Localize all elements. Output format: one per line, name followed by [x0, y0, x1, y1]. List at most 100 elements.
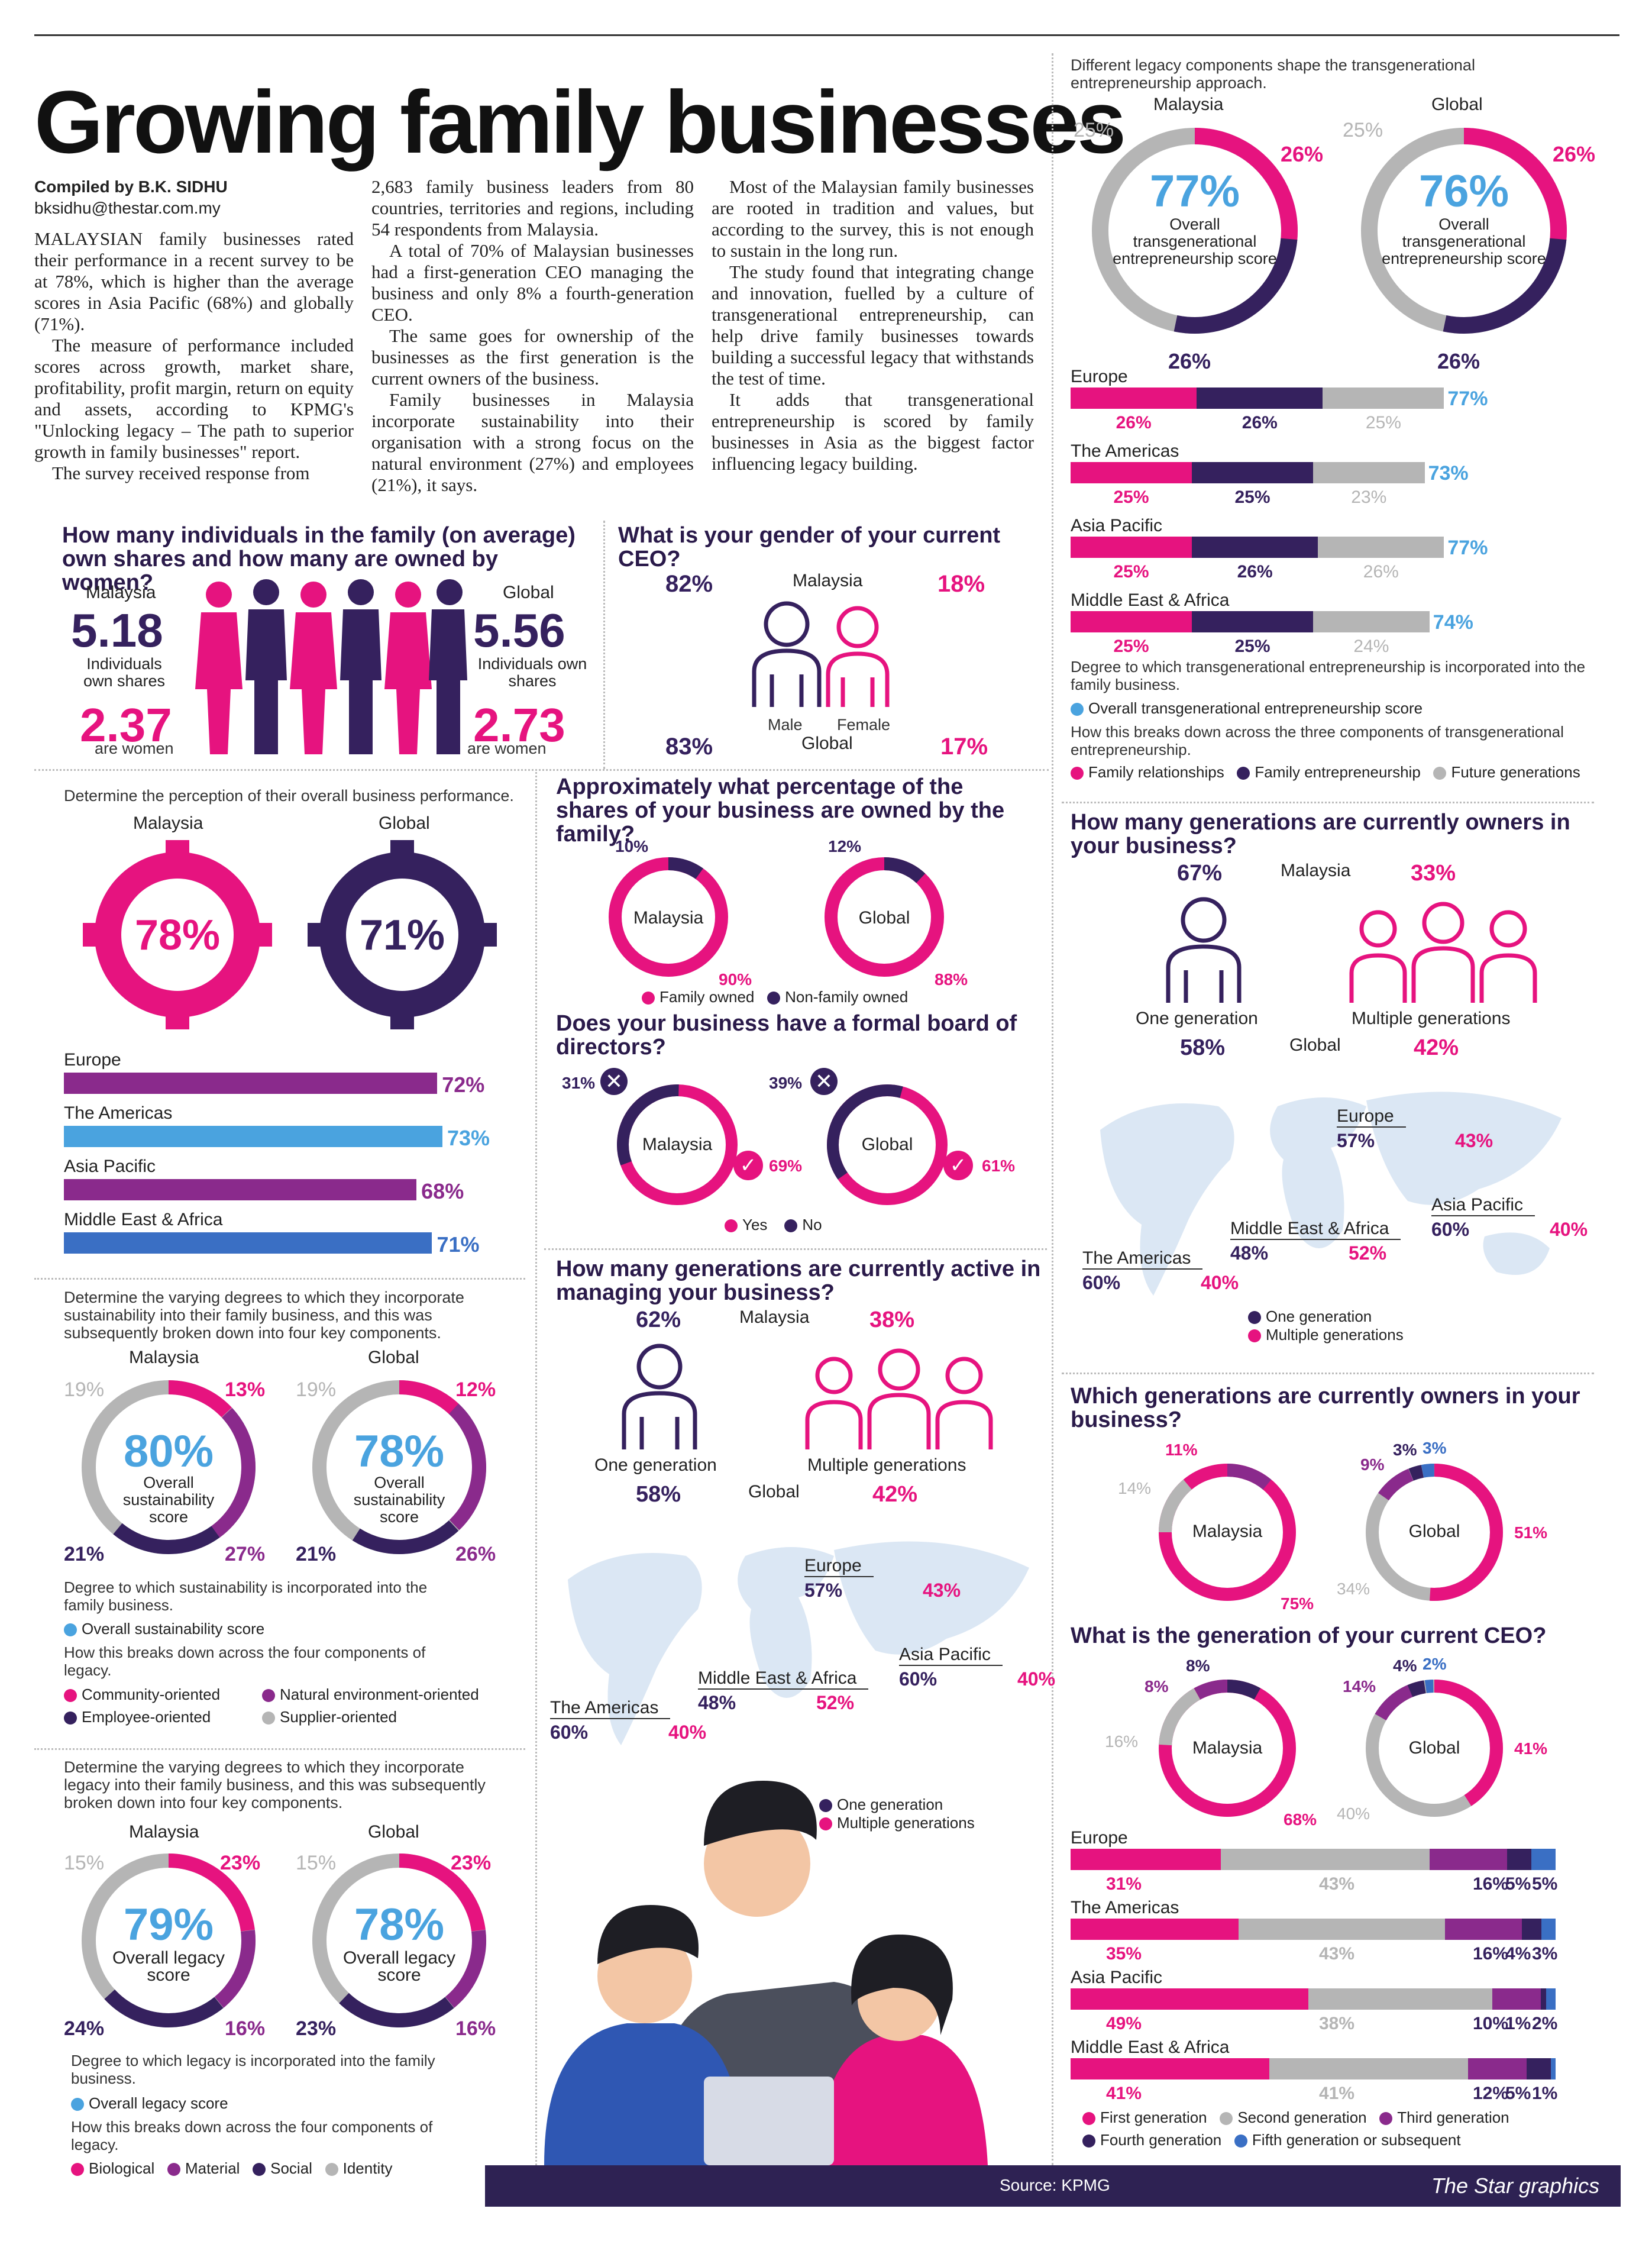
region-name: Asia Pacific	[1071, 1968, 1163, 1987]
pink-dot-icon	[1071, 767, 1084, 780]
navy-dot-icon	[1248, 1311, 1261, 1325]
legacy-my-score: 79%	[123, 1900, 214, 1950]
segment-value: 4%	[1505, 1944, 1531, 1964]
pink-dot-icon	[1082, 2112, 1095, 2126]
transgen-my-donut	[1092, 128, 1298, 334]
region-name: Asia Pacific	[64, 1157, 156, 1176]
map-region-one: 57%	[804, 1580, 843, 1601]
bar-segment	[1445, 1919, 1522, 1940]
legacy-gl-donut	[312, 1853, 486, 2027]
board-gl-no: 39%	[769, 1074, 803, 1092]
legend-label: Second generation	[1237, 2108, 1367, 2126]
para: It adds that transgenerational entrepren…	[712, 389, 1034, 474]
ceo-gen-my-d: 68%	[1284, 1810, 1317, 1829]
segment-value: 5%	[1532, 1874, 1558, 1894]
transgen-my-score: 77%	[1149, 166, 1240, 217]
transgen-my-label: Malaysia	[1153, 95, 1224, 114]
legacy-gl-br: 16%	[455, 2017, 496, 2040]
transgen-intro: Different legacy components shape the tr…	[1071, 56, 1475, 92]
transgen-gl-tr: 26%	[1553, 142, 1596, 166]
blue-dot-icon	[1234, 2135, 1247, 2148]
stacked-bar	[1071, 537, 1444, 558]
legacy-my-bl: 24%	[64, 2017, 105, 2040]
active-my-multi: 38%	[869, 1307, 915, 1332]
sustain-intro: Determine the varying degrees to which t…	[64, 1289, 464, 1342]
check-icon: ✓	[943, 1151, 973, 1180]
divider	[1052, 53, 1053, 2165]
segment-value: 26%	[1237, 562, 1273, 582]
bar-segment-c	[1313, 462, 1425, 483]
legacy-note2: How this breaks down across the four com…	[71, 2118, 433, 2153]
legend-label: Biological	[89, 2159, 155, 2177]
ceo-gen-my-b: 8%	[1145, 1677, 1169, 1696]
navy-dot-icon	[819, 1799, 832, 1813]
region-total: 77%	[1447, 537, 1488, 559]
stacked-bar	[1071, 388, 1444, 409]
family-shares-gl-label: Global	[858, 908, 910, 928]
legend-label: Family relationships	[1088, 763, 1224, 781]
family-shares-my-fam: 90%	[719, 970, 752, 989]
legacy-gl-tr: 23%	[451, 1852, 492, 1874]
which-gen-my-label: Malaysia	[1192, 1522, 1263, 1541]
blue-dot-icon	[1071, 703, 1084, 716]
email-link[interactable]: bksidhu@thestar.com.my	[34, 199, 221, 217]
transgen-gl-donut	[1361, 128, 1567, 334]
active-gen-question: How many generations are currently activ…	[556, 1257, 1041, 1305]
ceo-gen-legend: First generation Second generation Third…	[1082, 2106, 1509, 2151]
segment-value: 23%	[1351, 487, 1387, 507]
bar-segment	[1492, 1988, 1541, 2010]
segment-value: 1%	[1532, 2084, 1558, 2103]
page-title: Growing family businesses	[34, 72, 1126, 172]
region-value: 72%	[442, 1073, 485, 1097]
sustain-gl-score-text: Overall sustainability score	[353, 1474, 445, 1526]
segment-value: 25%	[1365, 413, 1401, 432]
shares-gl-women: 2.73	[473, 699, 565, 751]
female-label: Female	[837, 716, 891, 734]
segment-value: 24%	[1353, 637, 1389, 656]
purple-dot-icon	[167, 2163, 180, 2177]
pink-dot-icon	[71, 2163, 84, 2177]
board-my-donut	[617, 1084, 738, 1205]
region-name: Middle East & Africa	[1071, 2037, 1230, 2057]
region-name: Middle East & Africa	[1071, 590, 1230, 610]
transgen-gl-score: 76%	[1418, 166, 1509, 217]
bar-segment-c	[1318, 537, 1444, 558]
map-region-multi: 52%	[816, 1692, 855, 1713]
ceo-gender-question: What is your gender of your current CEO?	[618, 523, 1001, 571]
bar-segment	[1550, 2058, 1556, 2079]
region-bar	[64, 1126, 442, 1147]
navy-dot-icon	[784, 1219, 798, 1233]
divider	[535, 769, 537, 2165]
region-total: 77%	[1447, 388, 1488, 410]
purple-dot-icon	[262, 1689, 275, 1703]
shares-my-own: 5.18	[71, 604, 163, 657]
shares-my-women-text: are women	[95, 740, 174, 757]
transgen-note2: How this breaks down across the three co…	[1071, 723, 1564, 758]
divider	[34, 769, 1049, 771]
ceo-my-male: 82%	[665, 571, 713, 597]
region-name: Middle East & Africa	[64, 1210, 223, 1229]
which-gen-my-b: 14%	[1118, 1479, 1152, 1497]
region-name: Asia Pacific	[1071, 516, 1163, 535]
ceo-gen-gl-donut	[1366, 1680, 1503, 1817]
transgen-my-bottom: 26%	[1168, 349, 1211, 373]
bar-segment	[1308, 1988, 1493, 2010]
which-gen-my-a: 11%	[1165, 1441, 1198, 1459]
segment-value: 25%	[1113, 637, 1149, 656]
legacy-my-tr: 23%	[220, 1852, 261, 1874]
legend-label: Third generation	[1397, 2108, 1509, 2126]
source-label: Source: KPMG	[1000, 2176, 1110, 2194]
segment-value: 31%	[1106, 1874, 1142, 1894]
multiple-people-icon	[805, 1348, 993, 1449]
map-region-name: Europe	[1337, 1106, 1406, 1128]
legend-label: Identity	[342, 2159, 393, 2177]
sustain-my-label: Malaysia	[129, 1348, 199, 1367]
legend-label: Fifth generation or subsequent	[1252, 2131, 1461, 2149]
region-name: The Americas	[64, 1103, 173, 1123]
ceo-gen-gl-a: 14%	[1343, 1677, 1376, 1696]
navy-dot-icon	[1237, 767, 1250, 780]
transgen-note1: Degree to which transgenerational entrep…	[1071, 658, 1586, 693]
board-gl-donut	[827, 1084, 948, 1205]
sustain-gl-tl: 19%	[296, 1378, 337, 1401]
sustain-legend-overall: Overall sustainability score	[64, 1620, 264, 1638]
